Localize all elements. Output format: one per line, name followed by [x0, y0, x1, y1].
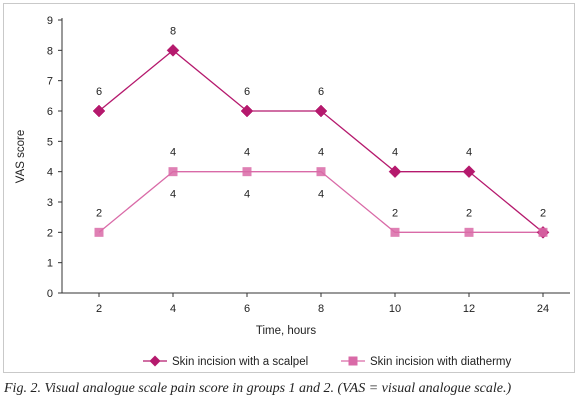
y-tick-label: 9	[47, 15, 53, 27]
series-1-data-label: 4	[466, 147, 472, 159]
series-2-data-label-above: 4	[318, 147, 324, 159]
series-2-data-label-above: 2	[392, 207, 398, 219]
figure-caption: Fig. 2. Visual analogue scale pain score…	[4, 381, 512, 396]
series-2-data-label-above: 4	[244, 147, 250, 159]
y-tick-label: 4	[47, 167, 53, 179]
legend-entry-2: Skin incision with diathermy	[370, 356, 512, 368]
series-1-point	[240, 104, 254, 118]
x-tick-label: 10	[389, 303, 401, 315]
series-1-data-label: 6	[244, 86, 250, 98]
y-tick-label: 0	[47, 288, 53, 300]
x-tick-label: 4	[170, 303, 176, 315]
series-1-point	[314, 104, 328, 118]
y-tick-label: 1	[47, 258, 53, 270]
series-2-point	[316, 167, 326, 177]
series-1-data-label: 8	[170, 25, 176, 37]
series-2-data-label-above: 2	[96, 207, 102, 219]
series-1-data-label: 4	[392, 147, 398, 159]
y-tick-label: 5	[47, 136, 53, 148]
series-2-data-label-above: 2	[466, 207, 472, 219]
y-tick-label: 3	[47, 197, 53, 209]
series-2-point	[464, 227, 474, 237]
legend-marker-square	[348, 356, 358, 366]
x-tick-label: 2	[96, 303, 102, 315]
legend-entry-1: Skin incision with a scalpel	[172, 356, 308, 368]
series-line-1	[98, 49, 544, 233]
y-tick-label: 7	[47, 76, 53, 88]
series-2-data-label-below: 4	[318, 189, 324, 201]
series-2-data-label-above: 4	[170, 147, 176, 159]
series-2-point	[168, 167, 178, 177]
x-tick-label: 8	[318, 303, 324, 315]
series-2-point	[242, 167, 252, 177]
y-axis-label: VAS score	[15, 130, 27, 183]
x-axis-label: Time, hours	[256, 325, 317, 337]
series-1-point	[388, 165, 402, 179]
series-2-point	[390, 227, 400, 237]
series-2-point	[538, 227, 548, 237]
y-tick-label: 2	[47, 227, 53, 239]
chart-frame	[3, 3, 575, 373]
series-line-2	[98, 171, 543, 233]
legend-marker-diamond	[149, 355, 161, 367]
series-1-point	[92, 104, 106, 118]
x-tick-label: 6	[244, 303, 250, 315]
series-2-point	[94, 227, 104, 237]
x-tick-label: 24	[537, 303, 549, 315]
y-tick-label: 6	[47, 106, 53, 118]
series-1-data-label: 6	[318, 86, 324, 98]
series-1-point	[166, 43, 180, 57]
series-1-data-label: 2	[540, 207, 546, 219]
x-tick-label: 12	[463, 303, 475, 315]
series-2-data-label-below: 4	[244, 189, 250, 201]
series-1-point	[462, 165, 476, 179]
y-tick-label: 8	[47, 45, 53, 57]
series-1-data-label: 6	[96, 86, 102, 98]
series-2-data-label-below: 4	[170, 189, 176, 201]
